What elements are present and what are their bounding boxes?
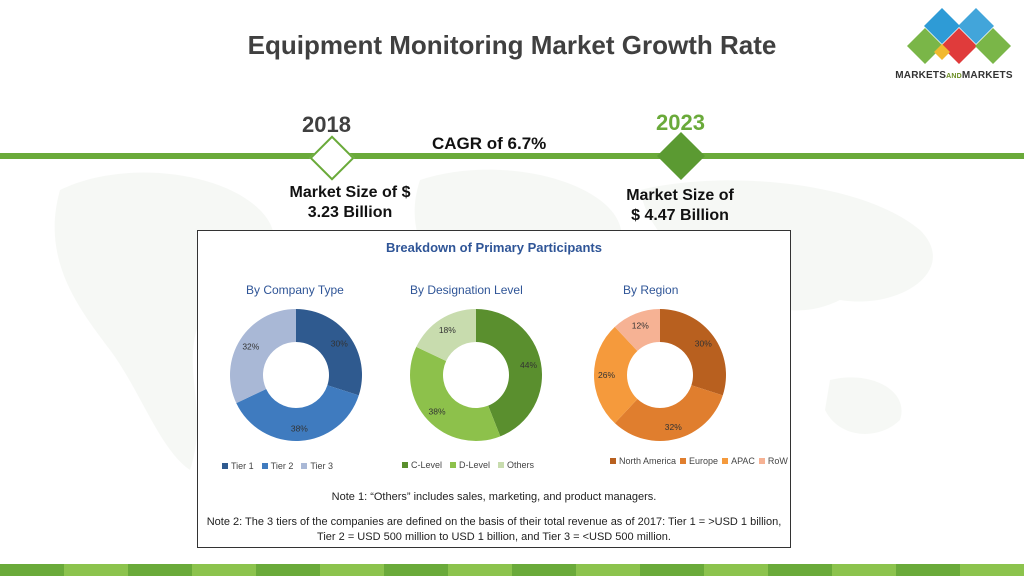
legend-label: Europe xyxy=(689,456,719,466)
slice-others xyxy=(416,309,476,361)
designation-level-subtitle: By Designation Level xyxy=(410,283,523,297)
legend-item: Tier 3 xyxy=(301,461,333,471)
slice-label: 12% xyxy=(632,320,649,330)
slice-label: 30% xyxy=(331,339,348,349)
slice-label: 44% xyxy=(520,360,537,370)
footer-stripe xyxy=(640,564,704,576)
page-title: Equipment Monitoring Market Growth Rate xyxy=(247,30,777,60)
slice-label: 18% xyxy=(439,325,456,335)
legend-label: Tier 2 xyxy=(270,461,294,471)
note-2: Note 2: The 3 tiers of the companies are… xyxy=(206,516,782,543)
company-type-legend: Tier 1 Tier 2 Tier 3 xyxy=(222,461,333,471)
designation-level-legend: C-Level D-Level Others xyxy=(402,460,534,470)
designation-level-donut: 44% 38% 18% xyxy=(410,309,542,441)
region-donut: 30% 32% 26% 12% xyxy=(594,309,726,441)
logo-wordmark: MARKETSANDMARKETS xyxy=(895,70,1013,81)
legend-swatch xyxy=(261,463,268,469)
legend-label: North America xyxy=(619,456,677,466)
company-type-donut: 30% 38% 32% xyxy=(230,309,362,441)
slice-north-america xyxy=(660,309,726,396)
slice-label: 26% xyxy=(598,370,615,380)
footer-stripe xyxy=(128,564,192,576)
end-market-size: Market Size of $ 4.47 Billion xyxy=(626,187,734,224)
region-subtitle: By Region xyxy=(623,283,679,297)
footer-stripe xyxy=(384,564,448,576)
start-market-size: Market Size of $ 3.23 Billion xyxy=(289,184,411,221)
footer-stripe xyxy=(832,564,896,576)
slice-tier-3 xyxy=(230,309,296,404)
timeline-bar xyxy=(0,153,1024,159)
footer-stripe xyxy=(704,564,768,576)
footer-stripe xyxy=(64,564,128,576)
slice-c-level xyxy=(476,309,542,437)
end-year: 2023 xyxy=(656,110,705,135)
legend-item: Others xyxy=(498,460,534,470)
region-legend: North America Europe APAC RoW xyxy=(610,456,788,466)
footer-stripe xyxy=(256,564,320,576)
legend-item: C-Level xyxy=(402,460,442,470)
footer-stripe xyxy=(0,564,64,576)
markets-and-markets-logo xyxy=(907,8,1011,64)
slice-label: 30% xyxy=(695,339,712,349)
primary-participants-panel: Breakdown of Primary Participants By Com… xyxy=(197,230,791,548)
slice-tier-2 xyxy=(236,385,359,441)
footer-stripes xyxy=(0,564,1024,576)
note-1: Note 1: “Others” includes sales, marketi… xyxy=(331,491,657,503)
chart-title: Breakdown of Primary Participants xyxy=(385,240,602,255)
legend-item: Europe xyxy=(680,456,718,466)
legend-swatch xyxy=(758,458,765,464)
legend-label: RoW xyxy=(767,456,788,466)
slice-label: 32% xyxy=(665,422,682,432)
slice-row xyxy=(614,309,660,351)
slice-label: 38% xyxy=(428,407,445,417)
legend-label: Others xyxy=(507,460,535,470)
legend-swatch xyxy=(610,458,616,464)
legend-item: Tier 1 xyxy=(222,461,254,471)
legend-label: APAC xyxy=(731,456,755,466)
footer-stripe xyxy=(768,564,832,576)
start-year: 2018 xyxy=(302,112,351,137)
legend-item: North America xyxy=(610,456,676,466)
footer-stripe xyxy=(960,564,1024,576)
footer-stripe xyxy=(512,564,576,576)
cagr-label: CAGR of 6.7% xyxy=(432,134,547,153)
legend-item: Tier 2 xyxy=(261,461,294,471)
company-type-subtitle: By Company Type xyxy=(246,283,344,297)
legend-item: RoW xyxy=(758,456,788,466)
slice-label: 38% xyxy=(291,423,308,433)
footer-stripe xyxy=(320,564,384,576)
slice-europe xyxy=(614,385,723,441)
slice-tier-1 xyxy=(296,309,362,396)
footer-stripe xyxy=(192,564,256,576)
legend-swatch xyxy=(222,463,228,469)
footer-stripe xyxy=(448,564,512,576)
slice-apac xyxy=(594,326,638,424)
slice-d-level xyxy=(410,346,501,441)
slice-label: 32% xyxy=(242,341,259,351)
legend-item: APAC xyxy=(722,456,755,466)
legend-swatch xyxy=(301,463,308,469)
legend-swatch xyxy=(402,462,408,468)
footer-stripe xyxy=(896,564,960,576)
legend-label: D-Level xyxy=(459,460,491,470)
legend-label: C-Level xyxy=(411,460,443,470)
footer-stripe xyxy=(576,564,640,576)
legend-swatch xyxy=(680,458,687,464)
legend-label: Tier 3 xyxy=(310,461,334,471)
legend-item: D-Level xyxy=(450,460,490,470)
legend-swatch xyxy=(498,462,505,468)
legend-label: Tier 1 xyxy=(231,461,254,471)
legend-swatch xyxy=(722,458,729,464)
legend-swatch xyxy=(450,462,457,468)
